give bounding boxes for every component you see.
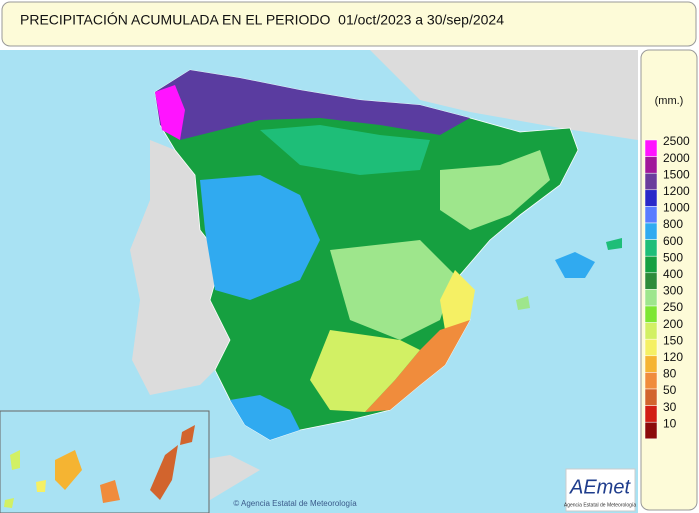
legend-label: 200 [663, 317, 683, 331]
gran-canaria [100, 480, 120, 503]
la-palma [10, 450, 20, 470]
title: PRECIPITACIÓN ACUMULADA EN EL PERIODO 01… [20, 12, 504, 28]
legend-label: 500 [663, 250, 683, 264]
legend-swatch [644, 289, 658, 307]
legend-label: 120 [663, 350, 683, 364]
legend-label: 50 [663, 383, 677, 397]
legend-label: 400 [663, 267, 683, 281]
southeast-dry [365, 320, 470, 412]
legend-label: 250 [663, 300, 683, 314]
logo: AEmet [569, 476, 631, 498]
north-plateau [260, 125, 430, 175]
legend-swatch [644, 305, 658, 323]
legend-swatch [644, 239, 658, 257]
legend-swatch [644, 156, 658, 174]
logo-caption: Agencia Estatal de Meteorología [564, 502, 636, 508]
legend-label: 2000 [663, 151, 690, 165]
galicia-max [155, 85, 185, 140]
legend-label: 2500 [663, 134, 690, 148]
legend-label: 1500 [663, 167, 690, 181]
legend-label: 300 [663, 284, 683, 298]
legend-swatch [644, 272, 658, 290]
valencia-dry [440, 270, 475, 330]
menorca [606, 238, 622, 250]
legend-swatch [644, 421, 658, 440]
legend-label: 80 [663, 367, 677, 381]
credit: © Agencia Estatal de Meteorología [233, 499, 357, 508]
title-box [1, 1, 697, 47]
legend-swatch [644, 372, 658, 390]
legend-swatch [644, 139, 658, 157]
lanzarote [180, 425, 195, 445]
legend-swatch [644, 355, 658, 373]
la-mancha [330, 240, 455, 340]
portugal [130, 140, 230, 395]
cadiz-zone [230, 395, 300, 440]
north-wet-zone [155, 70, 470, 140]
la-gomera [36, 480, 46, 492]
legend-label: 600 [663, 234, 683, 248]
legend-swatch [644, 255, 658, 274]
legend-swatch [644, 388, 658, 406]
legend-swatch [644, 322, 658, 340]
legend-label: 30 [663, 400, 677, 414]
southeast-zone [310, 330, 420, 412]
legend-unit: (mm.) [655, 95, 684, 107]
fuerteventura [150, 445, 178, 500]
legend-label: 1000 [663, 201, 690, 215]
legend-label: 800 [663, 217, 683, 231]
west-zone [200, 175, 320, 300]
legend-label: 1200 [663, 184, 690, 198]
legend: (mm.) 2500 2000 1500 1200 1000 800 600 500 400 30… [640, 49, 698, 511]
logo-box [565, 468, 636, 512]
map: © Agencia Estatal de Meteorología AEmet … [0, 50, 638, 513]
legend-swatch [644, 222, 658, 240]
legend-label: 150 [663, 333, 683, 347]
mallorca [555, 252, 595, 278]
legend-swatch [644, 206, 658, 224]
east-zone [440, 150, 550, 230]
tenerife [55, 450, 82, 490]
legend-swatch [644, 189, 658, 207]
ibiza [516, 296, 530, 310]
el-hierro [4, 498, 14, 508]
legend-swatch [644, 338, 658, 357]
legend-swatch [644, 405, 658, 423]
legend-swatch [644, 172, 658, 191]
france [370, 50, 638, 140]
legend-label: 10 [663, 416, 677, 430]
